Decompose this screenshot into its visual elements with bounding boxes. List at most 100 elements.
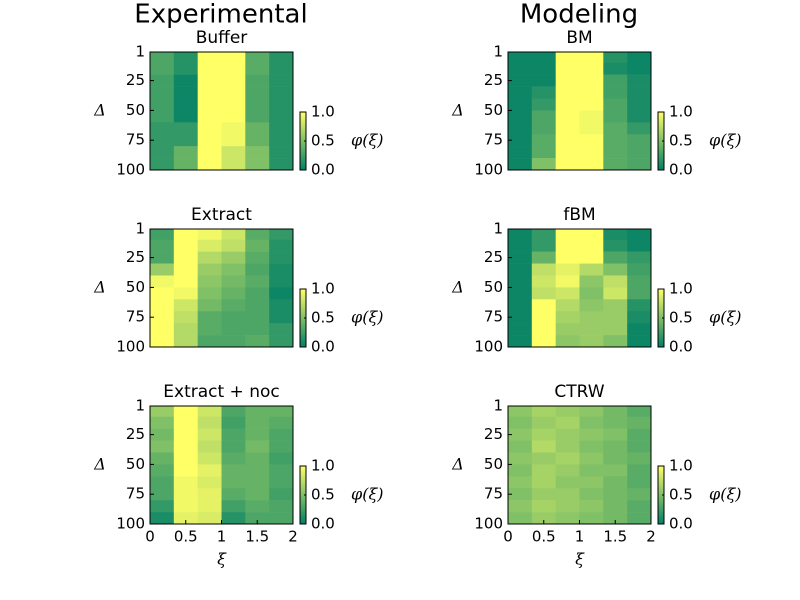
heatmap-cell xyxy=(221,416,246,429)
plot-frame xyxy=(149,51,294,171)
heatmap-cell xyxy=(555,122,580,135)
heatmap-cell xyxy=(150,146,175,159)
heatmap-cell xyxy=(603,476,628,489)
heatmap-cell xyxy=(197,251,222,264)
heatmap-cell xyxy=(555,110,580,123)
heatmap-cell xyxy=(150,263,175,276)
colorbar-tick-label: 0.5 xyxy=(669,309,693,327)
heatmap-cell xyxy=(531,134,556,147)
heatmap-cell xyxy=(221,98,246,111)
heatmap-cell xyxy=(508,406,533,418)
colorbar-tick-label: 0.0 xyxy=(311,515,335,533)
heatmap-cell xyxy=(531,263,556,276)
heatmap-cell xyxy=(603,440,628,453)
plot-frame xyxy=(149,228,294,348)
heatmap-cell xyxy=(627,416,652,429)
heatmap-cell xyxy=(150,134,175,147)
heatmap-cell xyxy=(221,251,246,264)
column-title: Modeling xyxy=(520,0,638,30)
heatmap-cell xyxy=(555,62,580,75)
heatmap-cell xyxy=(603,488,628,501)
heatmap-cell xyxy=(627,500,652,513)
heatmap-cell xyxy=(150,464,175,477)
heatmap-cell xyxy=(269,229,294,241)
heatmap-cell xyxy=(531,110,556,123)
heatmap-cell xyxy=(603,62,628,75)
heatmap-cell xyxy=(603,464,628,477)
y-axis-label: Δ xyxy=(451,455,464,474)
heatmap-cell xyxy=(150,251,175,264)
heatmap-cell xyxy=(269,476,294,489)
heatmap-cell xyxy=(245,416,270,429)
heatmap-cell xyxy=(173,287,198,300)
colorbar-tick-label: 0.0 xyxy=(669,161,693,179)
heatmap-cell xyxy=(173,110,198,123)
heatmap-cell xyxy=(531,287,556,300)
heatmap-cell xyxy=(627,74,652,87)
heatmap-cell xyxy=(627,86,652,99)
heatmap-cell xyxy=(173,335,198,348)
heatmap-cell xyxy=(579,229,604,241)
heatmap-cell xyxy=(221,134,246,147)
heatmap-cell xyxy=(603,263,628,276)
heatmap-cell xyxy=(579,299,604,312)
heatmap-cell xyxy=(508,488,533,501)
heatmap-cell xyxy=(245,512,270,525)
heatmap-cell xyxy=(555,452,580,465)
colorbar-tick-label: 0.5 xyxy=(311,309,335,327)
y-tick-label: 75 xyxy=(126,308,145,326)
heatmap-cell xyxy=(221,512,246,525)
y-tick-label: 1 xyxy=(135,43,145,61)
heatmap-cell xyxy=(221,239,246,252)
heatmap-cell xyxy=(269,452,294,465)
heatmap-cell xyxy=(150,275,175,288)
heatmap-cell xyxy=(579,440,604,453)
heatmap-cell xyxy=(579,323,604,336)
heatmap-cell xyxy=(197,158,222,171)
heatmap-cell xyxy=(627,251,652,264)
y-tick-label: 75 xyxy=(484,131,503,149)
heatmap-cell xyxy=(508,134,533,147)
heatmap-cell xyxy=(245,239,270,252)
heatmap-cell xyxy=(627,335,652,348)
heatmap-cell xyxy=(150,500,175,513)
heatmap-cell xyxy=(555,275,580,288)
heatmap-cell xyxy=(531,299,556,312)
heatmap-cell xyxy=(603,146,628,159)
heatmap-cell xyxy=(603,98,628,111)
heatmap-cell xyxy=(197,98,222,111)
heatmap-cell xyxy=(173,275,198,288)
y-tick-label: 75 xyxy=(126,131,145,149)
colorbar-label: φ(ξ) xyxy=(351,131,384,150)
heatmap-cell xyxy=(221,229,246,241)
colorbar-tick-label: 0.0 xyxy=(669,515,693,533)
x-axis-label: ξ xyxy=(575,550,585,569)
heatmap-cell xyxy=(508,146,533,159)
colorbar-tick-label: 1.0 xyxy=(311,280,335,298)
heatmap-cell xyxy=(603,239,628,252)
heatmap-cell xyxy=(508,86,533,99)
heatmap-cell xyxy=(245,62,270,75)
heatmap-cell xyxy=(173,158,198,171)
heatmap-cell xyxy=(531,62,556,75)
heatmap-cell xyxy=(508,251,533,264)
heatmap-cell xyxy=(197,299,222,312)
heatmap-cell xyxy=(269,323,294,336)
y-tick-label: 1 xyxy=(135,220,145,238)
heatmap-cell xyxy=(531,512,556,525)
heatmap-cell xyxy=(173,406,198,418)
heatmap-cell xyxy=(173,98,198,111)
heatmap-cell xyxy=(221,406,246,418)
y-tick-label: 75 xyxy=(126,485,145,503)
heatmap-cell xyxy=(197,263,222,276)
heatmap-cell xyxy=(627,110,652,123)
heatmap-cell xyxy=(173,52,198,64)
heatmap-cell xyxy=(627,275,652,288)
heatmap-cell xyxy=(603,52,628,64)
panel-title: fBM xyxy=(563,205,595,225)
heatmap-cell xyxy=(197,428,222,441)
y-tick-label: 50 xyxy=(484,278,503,296)
heatmap-cell xyxy=(531,488,556,501)
heatmap-cell xyxy=(245,440,270,453)
